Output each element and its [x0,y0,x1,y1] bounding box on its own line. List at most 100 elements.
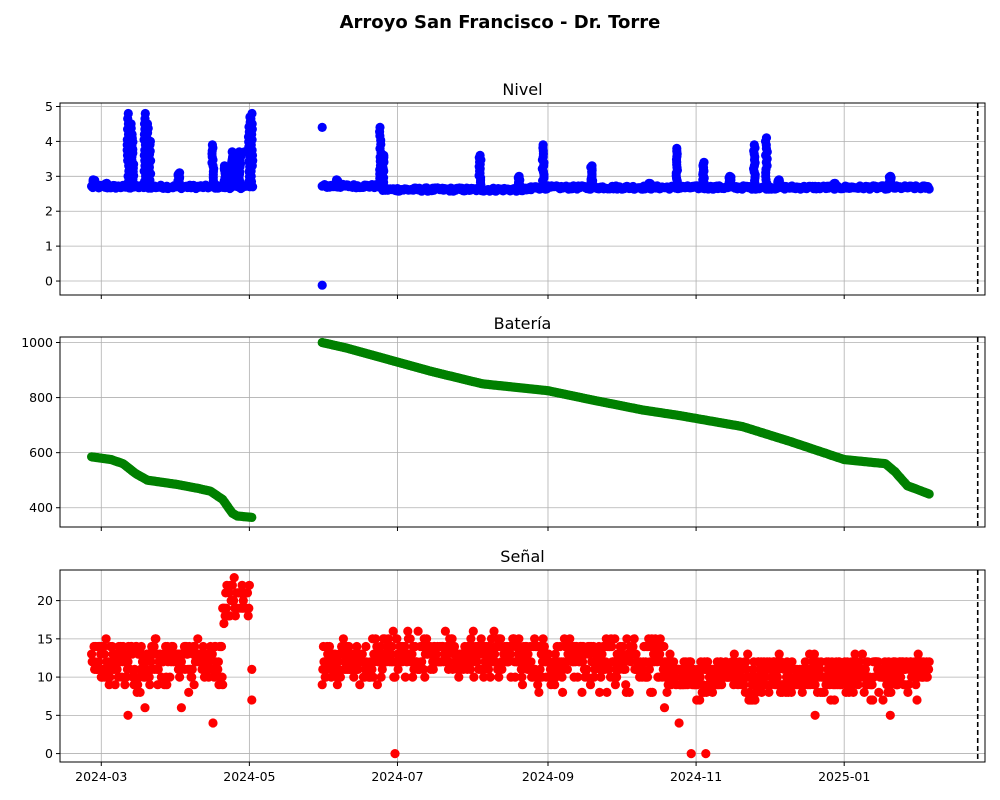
senal-point [558,687,568,698]
senal-point [317,680,327,690]
senal-point [486,634,497,644]
nivel-outlier-point [239,147,250,157]
senal-point [582,672,593,682]
senal-point [550,680,560,690]
senal-point [729,649,739,659]
senal-point [383,634,393,644]
senal-point [151,634,161,644]
senal-point [454,672,464,682]
senal-point [850,649,860,659]
y-tick-label: 600 [29,445,53,460]
senal-point [198,641,208,652]
senal-point [772,672,783,682]
senal-point [857,649,868,659]
senal-point [466,634,476,644]
senal-point [638,664,648,675]
senal-point [717,680,727,690]
nivel-peak-point [123,108,133,119]
nivel-peak-point [142,119,153,129]
senal-point [873,657,883,667]
senal-point [465,664,475,675]
senal-point [565,634,575,644]
senal-point [219,618,229,629]
nivel-peak-point [140,108,150,119]
senal-point [797,687,807,698]
senal-outlier-point [390,749,400,759]
senal-point [584,649,594,659]
x-tick-label: 2024-09 [522,769,574,784]
senal-outlier-point [247,664,257,675]
senal-point [408,672,418,682]
senal-point [578,657,588,667]
senal-point [368,672,378,682]
senal-point [815,664,825,675]
senal-outlier-point [208,718,218,728]
senal-point [602,687,612,698]
senal-point [153,664,163,675]
senal-point [610,634,620,644]
senal-point [809,649,820,659]
senal-point [469,672,479,682]
nivel-peak-point [175,168,185,178]
senal-point [695,672,705,682]
y-tick-label: 0 [45,274,53,289]
senal-point [786,687,797,698]
y-tick-label: 3 [45,169,53,184]
senal-point [665,649,675,659]
senal-outlier-point [701,749,711,759]
senal-point [355,680,365,690]
senal-point [187,672,197,682]
senal-point [105,672,115,682]
senal-point [112,664,122,675]
senal-point [787,657,797,667]
panel-title: Nivel [502,80,542,99]
senal-point [741,657,751,667]
y-tick-label: 1 [45,239,53,254]
y-tick-label: 10 [37,670,53,685]
senal-outlier-point [123,710,133,720]
senal-point [144,672,154,682]
senal-point [743,649,753,659]
senal-point [544,649,554,659]
senal-point [655,634,665,644]
senal-point [449,641,460,652]
axes-frame [59,102,986,296]
senal-point [707,687,718,698]
senal-point [610,680,621,690]
x-tick-label: 2024-11 [670,769,722,784]
senal-point [367,664,377,675]
senal-point [213,664,223,675]
senal-point [647,687,658,698]
senal-point [120,680,130,690]
panel-title: Batería [494,314,552,333]
senal-outlier-point [885,710,895,720]
senal-point [419,664,429,675]
senal-point [886,687,896,698]
senal-point [229,573,239,583]
senal-point [344,641,354,652]
senal-point [659,641,669,652]
bateria-point [247,512,257,523]
senal-point [562,664,573,675]
senal-point [483,664,494,675]
x-tick-label: 2025-01 [818,769,870,784]
figure-title: Arroyo San Francisco - Dr. Torre [339,12,661,33]
senal-point [618,641,628,652]
senal-point [175,672,185,682]
senal-point [703,657,713,667]
senal-point [184,687,194,698]
senal-point [204,657,214,667]
senal-point [924,657,934,667]
senal-point [744,687,755,698]
senal-point [193,634,203,644]
senal-outlier-point [674,718,684,728]
senal-point [110,680,120,690]
senal-point [121,672,131,682]
senal-point [748,664,758,675]
senal-point [589,672,599,682]
nivel-peak-point [749,140,759,150]
senal-point [361,641,371,652]
senal-point [922,672,932,682]
senal-point [533,680,543,690]
axes-frame [59,569,986,763]
